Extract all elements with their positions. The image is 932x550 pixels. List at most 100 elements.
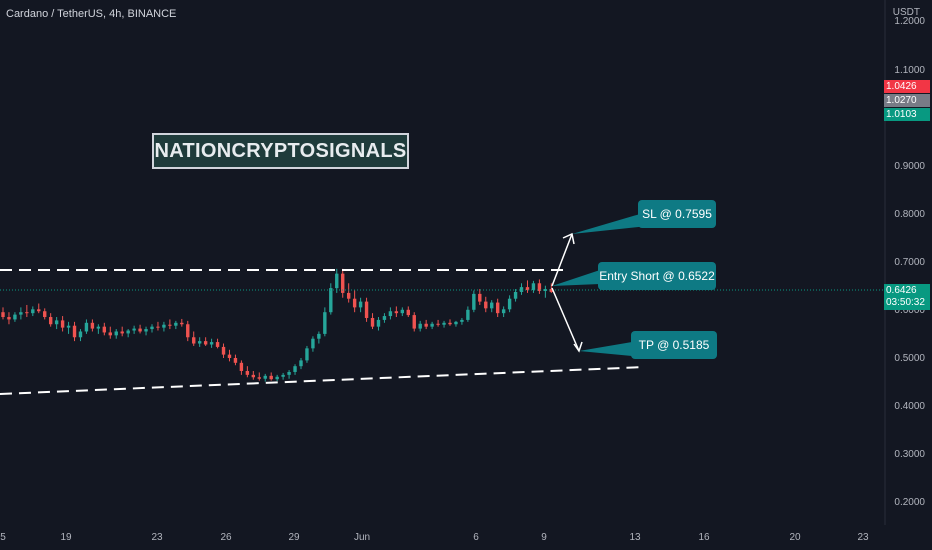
candle <box>293 364 297 375</box>
candle-body <box>245 371 250 375</box>
candle-body <box>227 354 232 358</box>
candle-body <box>346 292 351 299</box>
candle-body <box>180 322 184 325</box>
y-tick-label: 0.6000 <box>894 305 925 316</box>
candle <box>72 321 77 342</box>
candle <box>19 307 23 320</box>
candle-body <box>400 309 405 314</box>
candle <box>221 343 226 358</box>
candle <box>460 317 464 325</box>
candle-body <box>78 331 83 338</box>
watermark-logo: NATIONCRYPTOSIGNALS <box>152 133 409 169</box>
candle <box>227 349 232 362</box>
candle-body <box>281 374 285 377</box>
candle-body <box>66 325 71 328</box>
candle <box>25 304 29 318</box>
tp-callout-pointer <box>579 342 632 356</box>
candle-body <box>478 293 482 302</box>
candle <box>448 319 452 326</box>
candle <box>299 357 303 370</box>
tp-arrow <box>551 287 580 352</box>
candle <box>484 296 488 313</box>
candle <box>513 289 518 302</box>
candle-body <box>25 312 29 314</box>
x-tick-label: 23 <box>151 532 163 543</box>
sl-callout: SL @ 0.7595 <box>638 200 716 228</box>
y-tick-label: 0.4000 <box>894 401 925 412</box>
candle-body <box>37 309 41 312</box>
sl-arrow <box>551 233 573 287</box>
candle <box>424 319 428 330</box>
y-tick-label: 0.8000 <box>894 209 925 220</box>
candle-body <box>257 377 261 379</box>
candle-body <box>513 291 518 299</box>
candle-body <box>203 341 208 345</box>
candle-body <box>90 322 95 329</box>
candle-body <box>299 360 303 367</box>
candle-body <box>156 326 160 328</box>
candle <box>168 319 172 330</box>
candle <box>287 370 291 379</box>
candle <box>144 326 148 336</box>
candle-countdown: 03:50:32 <box>886 297 925 308</box>
candle-body <box>168 324 172 326</box>
x-tick-label: 9 <box>541 532 547 543</box>
candle-body <box>263 375 267 379</box>
candle <box>388 307 393 320</box>
x-tick-label: 16 <box>698 532 710 543</box>
candle <box>174 320 178 330</box>
candle-body <box>341 273 345 293</box>
candle-body <box>484 301 488 309</box>
candle-body <box>120 331 124 334</box>
entry-callout: Entry Short @ 0.6522 <box>598 262 716 290</box>
candle-body <box>162 324 166 328</box>
candle <box>507 295 512 313</box>
candle <box>442 320 446 328</box>
candle <box>549 283 554 293</box>
candle-body <box>448 322 452 325</box>
candle <box>251 371 256 380</box>
y-tick-label: 0.7000 <box>894 257 925 268</box>
x-tick-label: 6 <box>473 532 479 543</box>
candle <box>418 320 422 332</box>
candle-body <box>442 322 446 325</box>
candle-body <box>430 323 434 327</box>
symbol-header: Cardano / TetherUS, 4h, BINANCE <box>6 8 177 20</box>
candle-body <box>418 323 422 329</box>
y-axis-unit: USDT <box>892 7 920 18</box>
candle <box>138 324 142 334</box>
candle-body <box>358 301 363 308</box>
candle <box>156 321 160 331</box>
candle-body <box>293 366 297 372</box>
candle <box>215 338 220 349</box>
candle-body <box>364 301 369 318</box>
candle <box>186 320 190 342</box>
support-line <box>0 366 646 395</box>
candle-body <box>150 326 154 330</box>
candle-body <box>251 374 256 378</box>
candle <box>412 312 416 332</box>
candle <box>281 372 285 380</box>
candle <box>400 307 405 317</box>
candle-body <box>507 298 512 310</box>
candle-body <box>287 371 291 375</box>
candle <box>525 280 530 293</box>
candle-body <box>388 311 393 317</box>
candle <box>490 300 494 313</box>
candle <box>90 319 95 332</box>
candle <box>13 312 17 322</box>
candle-body <box>329 288 333 313</box>
candle-body <box>108 332 112 336</box>
sl-callout-pointer <box>572 214 648 234</box>
candle <box>537 279 542 294</box>
candle-body <box>221 346 226 355</box>
candle <box>364 297 369 322</box>
candle-body <box>233 357 238 363</box>
candle <box>132 325 136 334</box>
candle-body <box>352 298 357 308</box>
candle-body <box>96 326 101 329</box>
candle <box>78 329 83 342</box>
candle <box>245 366 250 378</box>
candle-body <box>335 273 339 289</box>
